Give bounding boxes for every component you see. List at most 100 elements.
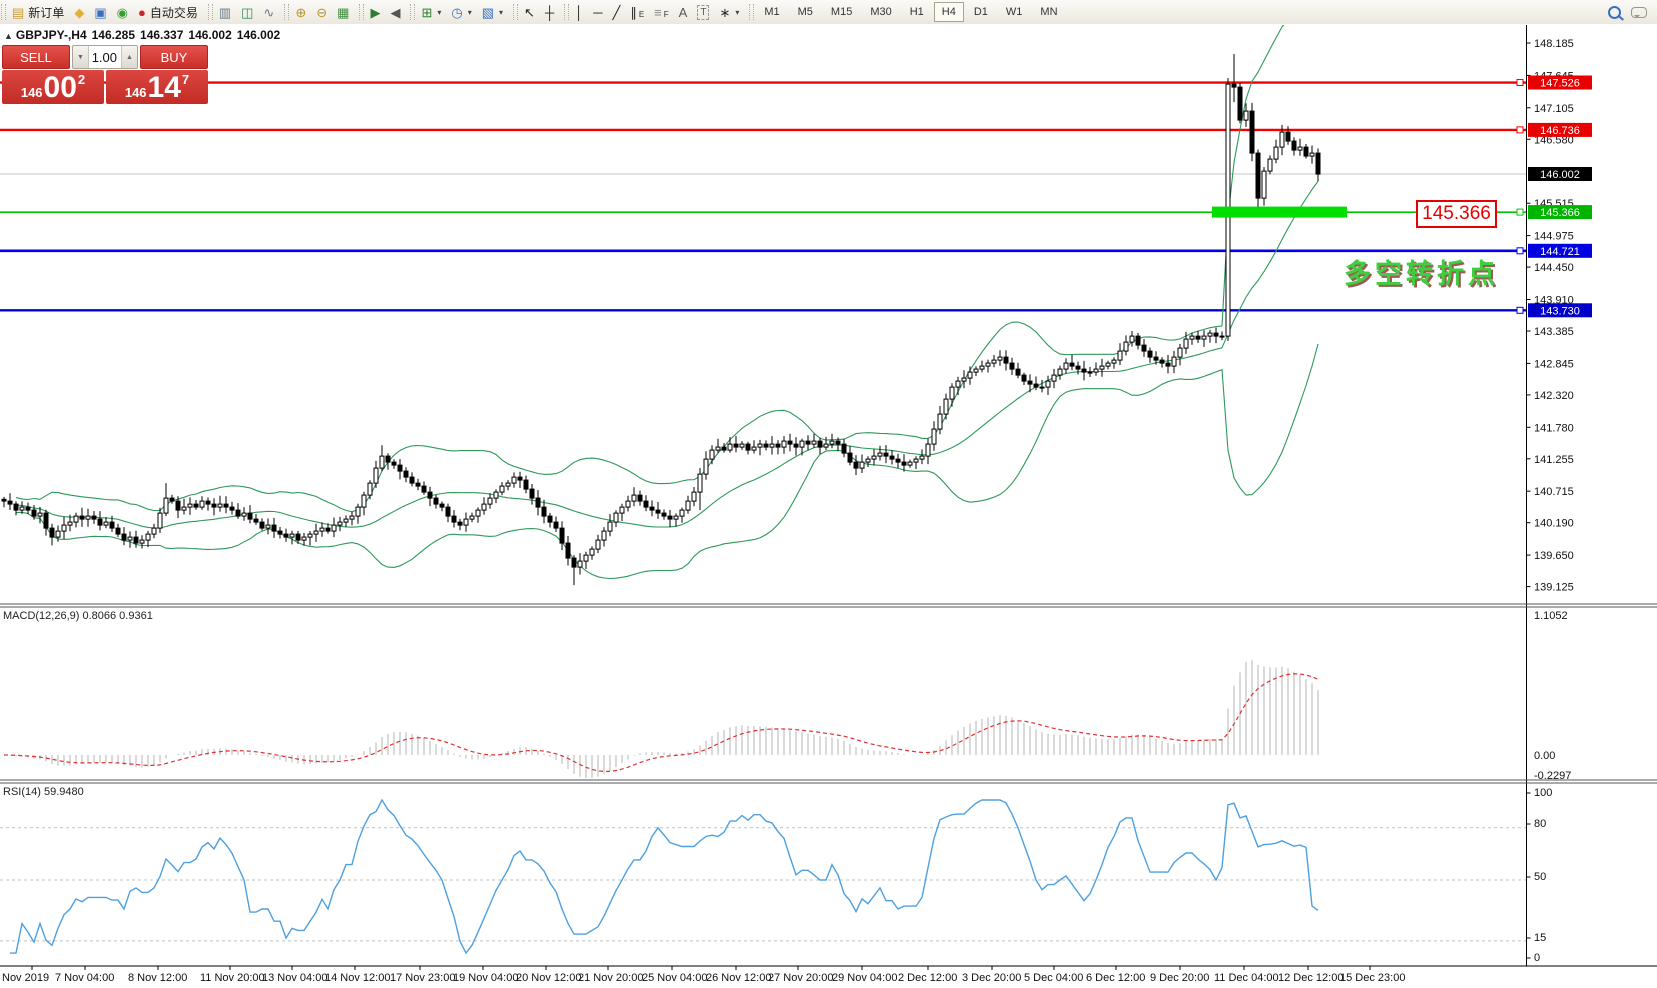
new-order-button: ▤: [12, 4, 25, 20]
svg-text:6 Dec 12:00: 6 Dec 12:00: [1086, 972, 1145, 984]
periodicity-icon[interactable]: ◷ ▾: [446, 3, 476, 22]
terminal-icon[interactable]: ▣: [89, 3, 111, 22]
auto-scroll-icon[interactable]: ▶: [365, 3, 385, 22]
close-value: 146.002: [236, 28, 281, 42]
toolbar-group: ⊞ ▾ ◷ ▾ ▧ ▾: [409, 0, 512, 24]
templates-icon[interactable]: ▧ ▾: [477, 3, 508, 22]
open-value: 146.285: [91, 28, 136, 42]
dropdown-arrow-icon[interactable]: ▾: [735, 7, 740, 17]
chart-shift-icon[interactable]: ◀: [385, 3, 405, 22]
new-order-button-label: 新订单: [28, 5, 65, 20]
svg-text:139.650: 139.650: [1534, 550, 1574, 562]
vertical-line-icon[interactable]: │: [570, 3, 588, 22]
timeframe-MN[interactable]: MN: [1040, 6, 1058, 18]
autotrading-button: ●: [137, 4, 146, 20]
sell-price-sup: 2: [77, 72, 86, 87]
svg-text:7 Nov 04:00: 7 Nov 04:00: [55, 972, 114, 984]
buy-button[interactable]: BUY: [140, 45, 208, 69]
timeframe-D1[interactable]: D1: [973, 6, 988, 18]
horizontal-line-icon[interactable]: ─: [588, 3, 607, 22]
svg-text:143.730: 143.730: [1540, 305, 1580, 317]
channel-icon[interactable]: ∥ E: [625, 3, 649, 22]
timeframe-M5[interactable]: M5: [797, 6, 813, 18]
svg-text:143.385: 143.385: [1534, 326, 1574, 338]
bar-chart-icon[interactable]: ▥: [214, 3, 236, 22]
timeframe-M15[interactable]: M15: [830, 6, 853, 18]
svg-text:147.105: 147.105: [1534, 103, 1574, 115]
signals-icon[interactable]: ◉: [112, 3, 133, 22]
search-icon[interactable]: [1608, 5, 1621, 19]
fibonacci-icon[interactable]: ≡ F: [649, 3, 673, 22]
dropdown-arrow-icon[interactable]: ▾: [467, 7, 472, 17]
payments-icon[interactable]: ◆: [69, 3, 89, 22]
autotrading-button[interactable]: ● 自动交易: [133, 1, 203, 24]
price-callout-145366[interactable]: 145.366: [1416, 200, 1497, 228]
timeframe-H1[interactable]: H1: [909, 6, 924, 18]
svg-text:148.185: 148.185: [1534, 38, 1574, 50]
vertical-line-icon: │: [575, 4, 584, 20]
toolbar-group: ⊕ ⊖ ▦: [283, 0, 358, 24]
volume-increase-button[interactable]: ▲: [121, 46, 137, 68]
community-chat-icon[interactable]: [1631, 6, 1647, 18]
toolbar-group: │ ─ ╱ ∥ E ≡ F A T ∗ ▾: [563, 0, 748, 24]
svg-text:17 Nov 23:00: 17 Nov 23:00: [390, 972, 455, 984]
chinese-annotation[interactable]: 多空转折点: [1344, 259, 1499, 289]
timeframe-H4[interactable]: H4: [933, 2, 964, 22]
timeframe-M1[interactable]: M1: [764, 6, 780, 18]
svg-text:50: 50: [1534, 871, 1546, 883]
autotrading-button-label: 自动交易: [149, 5, 198, 20]
new-chart-icon: ⊞: [421, 4, 433, 20]
svg-text:0: 0: [1534, 952, 1540, 964]
svg-text:-0.2297: -0.2297: [1534, 770, 1571, 782]
svg-text:1.1052: 1.1052: [1534, 610, 1568, 622]
tile-windows-icon[interactable]: ▦: [332, 3, 354, 22]
symbol-info-line[interactable]: ▲ GBPJPY-,H4 146.285 146.337 146.002 146.002: [4, 28, 285, 42]
line-chart-icon[interactable]: ∿: [258, 3, 279, 22]
cursor-icon[interactable]: ↖: [519, 3, 540, 22]
toolbar-group: ↖ ┼: [512, 0, 563, 24]
toolbar-group: ▶ ◀: [358, 0, 409, 24]
new-chart-icon[interactable]: ⊞ ▾: [416, 3, 446, 22]
collapse-panel-icon[interactable]: ▲: [4, 31, 13, 41]
fibonacci-icon-sub: F: [663, 9, 669, 19]
trendline-icon[interactable]: ╱: [608, 3, 626, 22]
text-label-icon[interactable]: T: [692, 2, 714, 23]
cursor-icon: ↖: [524, 4, 535, 20]
new-order-button[interactable]: ▤ 新订单: [7, 1, 69, 24]
high-value: 146.337: [140, 28, 184, 42]
svg-text:141.255: 141.255: [1534, 454, 1574, 466]
buy-price-button[interactable]: 146 14 7: [106, 70, 208, 104]
svg-text:146.580: 146.580: [1534, 134, 1574, 146]
timeframe-W1[interactable]: W1: [1005, 6, 1023, 18]
crosshair-icon[interactable]: ┼: [540, 3, 559, 22]
svg-text:Nov 2019: Nov 2019: [2, 972, 49, 984]
channel-icon-sub: E: [638, 9, 645, 19]
svg-text:139.125: 139.125: [1534, 582, 1574, 594]
timeframe-M30[interactable]: M30: [870, 6, 892, 18]
zoom-out-icon[interactable]: ⊖: [311, 3, 332, 22]
svg-text:142.320: 142.320: [1534, 390, 1574, 402]
candlestick-chart-icon: ◫: [241, 4, 254, 20]
svg-text:100: 100: [1534, 787, 1552, 799]
svg-text:9 Dec 20:00: 9 Dec 20:00: [1150, 972, 1209, 984]
arrows-icon[interactable]: ∗ ▾: [714, 3, 744, 22]
zoom-in-icon[interactable]: ⊕: [290, 3, 311, 22]
symbol-period-label: GBPJPY-,H4: [15, 28, 87, 42]
crosshair-icon: ┼: [544, 4, 555, 20]
dropdown-arrow-icon[interactable]: ▾: [437, 7, 442, 17]
terminal-icon: ▣: [94, 4, 107, 20]
sell-price-button[interactable]: 146 00 2: [2, 70, 104, 104]
bar-chart-icon: ▥: [218, 4, 232, 20]
dropdown-arrow-icon[interactable]: ▾: [499, 7, 504, 17]
text-icon[interactable]: A: [674, 3, 693, 22]
volume-decrease-button[interactable]: ▼: [73, 46, 89, 68]
sell-button[interactable]: SELL: [2, 45, 70, 69]
timeframe-group: M1 M5 M15 M30 H1 H4 D1 W1 MN: [748, 0, 1070, 24]
line-chart-icon: ∿: [263, 4, 275, 20]
svg-text:140.190: 140.190: [1534, 518, 1574, 530]
svg-text:29 Nov 04:00: 29 Nov 04:00: [832, 972, 897, 984]
volume-input[interactable]: 1.00: [91, 49, 117, 65]
candlestick-chart-icon[interactable]: ◫: [236, 3, 258, 22]
